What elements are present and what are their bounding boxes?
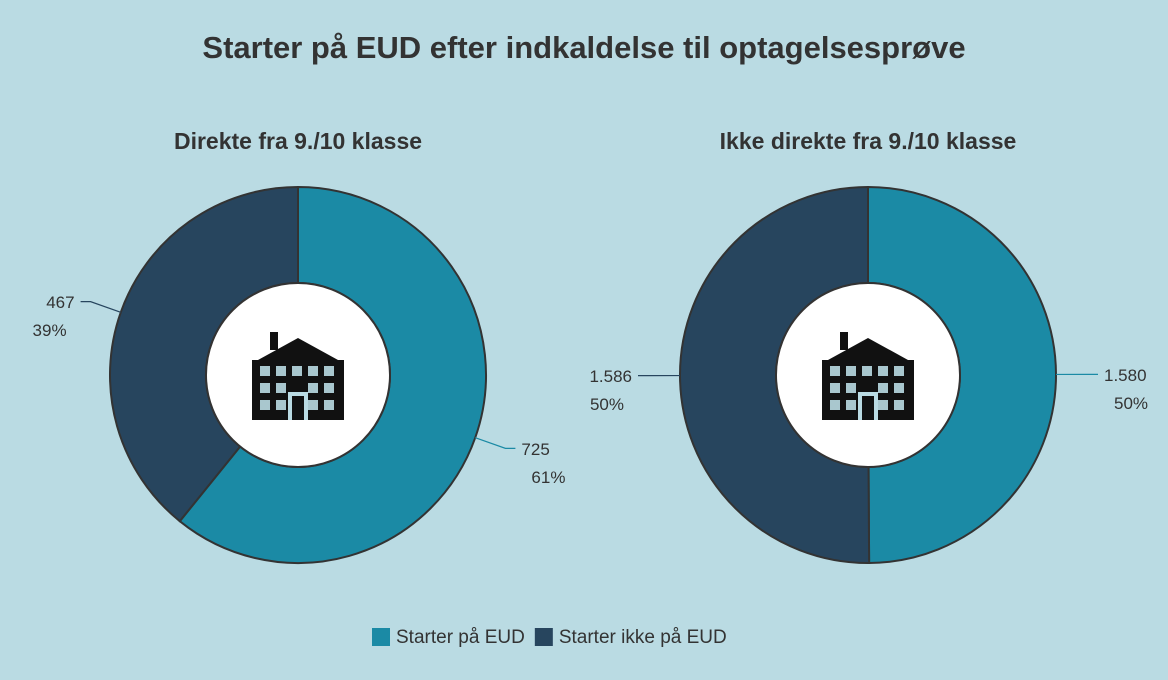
value-label: 467 <box>46 293 74 312</box>
legend-swatch <box>534 628 553 646</box>
icon-window <box>308 366 318 376</box>
legend-label: Starter på EUD <box>396 627 525 648</box>
icon-window <box>830 366 840 376</box>
icon-window <box>894 383 904 393</box>
icon-window <box>878 366 888 376</box>
icon-window <box>894 366 904 376</box>
leader-line <box>475 437 516 449</box>
chart-subtitle: Direkte fra 9./10 klasse <box>174 128 422 154</box>
school-icon <box>822 332 914 420</box>
icon-window <box>830 383 840 393</box>
icon-window <box>308 400 318 410</box>
icon-part <box>270 332 278 350</box>
percent-label: 50% <box>590 395 624 414</box>
icon-window <box>846 400 856 410</box>
icon-window <box>324 400 334 410</box>
icon-part <box>258 338 338 360</box>
icon-window <box>260 383 270 393</box>
icon-window <box>324 366 334 376</box>
value-label: 1.586 <box>589 367 632 386</box>
leader-line <box>80 301 121 313</box>
percent-label: 50% <box>1114 394 1148 413</box>
school-icon <box>252 332 344 420</box>
icon-window <box>830 400 840 410</box>
icon-window <box>260 400 270 410</box>
icon-window <box>276 383 286 393</box>
percent-label: 39% <box>33 321 67 340</box>
icon-window <box>878 400 888 410</box>
icon-part <box>828 338 908 360</box>
icon-window <box>324 383 334 393</box>
icon-window <box>276 366 286 376</box>
icon-door <box>292 396 304 420</box>
icon-window <box>292 366 302 376</box>
icon-window <box>862 366 872 376</box>
icon-part <box>840 332 848 350</box>
chart-subtitle: Ikke direkte fra 9./10 klasse <box>720 128 1017 154</box>
icon-window <box>276 400 286 410</box>
legend-label: Starter ikke på EUD <box>559 627 727 648</box>
icon-window <box>846 366 856 376</box>
icon-door <box>862 396 874 420</box>
icon-window <box>878 383 888 393</box>
icon-window <box>308 383 318 393</box>
legend-swatch <box>372 628 390 646</box>
icon-window <box>894 400 904 410</box>
percent-label: 61% <box>531 468 565 487</box>
icon-window <box>260 366 270 376</box>
chart-title: Starter på EUD efter indkaldelse til opt… <box>202 30 965 65</box>
value-label: 725 <box>521 440 549 459</box>
value-label: 1.580 <box>1104 366 1147 385</box>
icon-window <box>846 383 856 393</box>
